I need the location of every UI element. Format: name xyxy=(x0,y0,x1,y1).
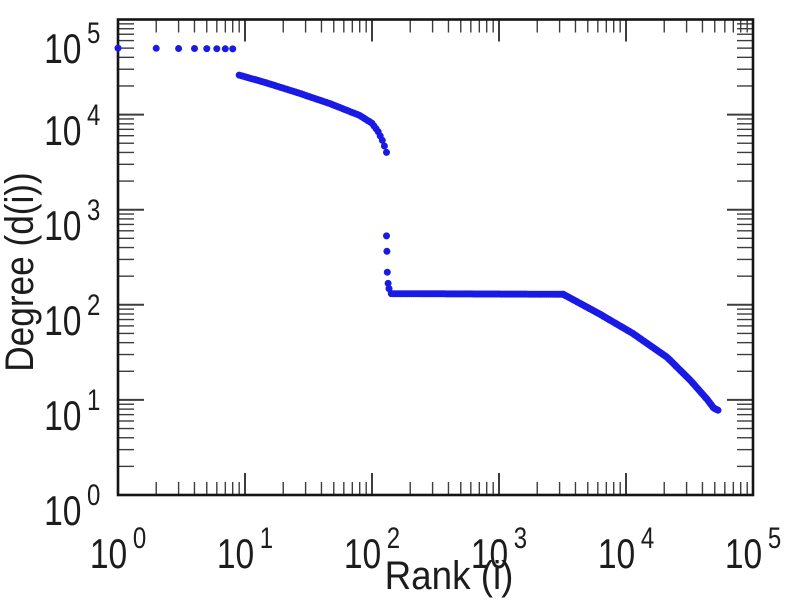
x-tick-label: 10 0 xyxy=(90,524,146,575)
data-point xyxy=(203,45,211,53)
tick-exponent: 3 xyxy=(513,522,528,555)
tick-mantissa: 10 xyxy=(597,530,636,577)
tick-mantissa: 10 xyxy=(470,530,509,577)
data-point xyxy=(714,406,722,414)
data-point xyxy=(380,142,388,150)
data-point xyxy=(221,45,229,53)
data-point xyxy=(383,232,390,240)
tick-exponent: 4 xyxy=(86,98,100,132)
y-tick-label: 10 2 xyxy=(44,290,100,341)
data-point xyxy=(152,44,160,52)
tick-exponent: 1 xyxy=(86,383,100,417)
y-tick-label: 10 1 xyxy=(44,385,100,436)
tick-exponent: 1 xyxy=(259,522,274,555)
tick-mantissa: 10 xyxy=(724,530,763,577)
tick-mantissa: 10 xyxy=(43,487,82,534)
data-point xyxy=(213,45,221,53)
data-point xyxy=(114,44,122,52)
tick-mantissa: 10 xyxy=(43,296,82,344)
data-point xyxy=(191,45,198,52)
tick-exponent: 5 xyxy=(86,16,100,50)
y-axis-title: Degree (d(i)) xyxy=(0,172,42,372)
tick-exponent: 2 xyxy=(386,522,401,555)
x-tick-label: 10 5 xyxy=(725,524,781,575)
tick-exponent: 2 xyxy=(86,288,100,322)
data-point xyxy=(383,268,391,276)
x-tick-label: 10 3 xyxy=(471,524,527,575)
data-point xyxy=(383,247,391,255)
data-point xyxy=(384,279,392,287)
x-tick-label: 10 2 xyxy=(344,524,400,575)
y-tick-label: 10 5 xyxy=(44,18,100,69)
tick-mantissa: 10 xyxy=(43,391,82,439)
tick-mantissa: 10 xyxy=(89,530,128,577)
y-tick-label: 10 0 xyxy=(44,481,100,532)
tick-mantissa: 10 xyxy=(216,530,255,577)
y-tick-label: 10 3 xyxy=(44,195,100,246)
tick-mantissa: 10 xyxy=(343,530,382,577)
x-tick-label: 10 4 xyxy=(598,524,654,575)
tick-exponent: 3 xyxy=(86,193,100,227)
data-point xyxy=(175,45,183,52)
tick-exponent: 5 xyxy=(767,522,782,555)
tick-mantissa: 10 xyxy=(43,24,82,72)
tick-exponent: 4 xyxy=(640,522,655,555)
x-tick-label: 10 1 xyxy=(217,524,273,575)
tick-mantissa: 10 xyxy=(43,201,82,249)
data-point xyxy=(378,136,386,144)
y-tick-label: 10 4 xyxy=(44,100,100,151)
tick-mantissa: 10 xyxy=(43,106,82,154)
data-point xyxy=(383,148,390,156)
tick-exponent: 0 xyxy=(86,479,100,512)
tick-exponent: 0 xyxy=(132,522,147,555)
x-axis-title: Rank (i) xyxy=(384,554,514,598)
data-point xyxy=(229,45,237,53)
